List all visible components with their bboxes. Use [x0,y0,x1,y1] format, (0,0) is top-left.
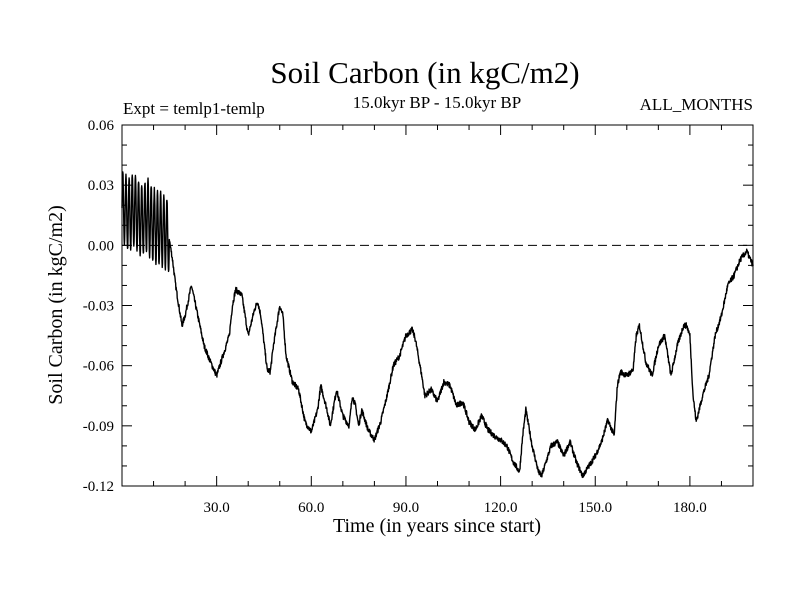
months-annotation: ALL_MONTHS [640,95,753,114]
y-tick-label: 0.06 [88,118,115,134]
expt-annotation: Expt = temlp1-temlp [123,99,265,118]
x-axis-label: Time (in years since start) [333,515,541,537]
axis-ticks [122,125,753,486]
y-tick-label: 0.00 [88,238,114,254]
y-tick-label: 0.03 [88,178,114,194]
chart-subtitle: 15.0kyr BP - 15.0kyr BP [353,93,521,112]
y-tick-label: -0.09 [83,419,114,435]
x-tick-label: 150.0 [578,500,612,516]
y-tick-label: -0.12 [83,479,114,495]
y-axis-label: Soil Carbon (in kgC/m2) [45,205,67,404]
y-tick-label: -0.03 [83,299,114,315]
soil-carbon-series-line [121,171,754,479]
x-tick-label: 120.0 [484,500,518,516]
plot-frame [121,124,754,487]
y-tick-label: -0.06 [83,359,115,375]
axis-tick-labels: 30.0 60.0 90.0 120.0 150.0 180.0 0.06 0.03 0.00 -… [83,118,707,516]
x-tick-label: 180.0 [673,500,707,516]
chart-title: Soil Carbon (in kgC/m2) [270,55,579,90]
x-tick-label: 30.0 [204,500,230,516]
x-tick-label: 90.0 [393,500,419,516]
x-tick-label: 60.0 [298,500,324,516]
